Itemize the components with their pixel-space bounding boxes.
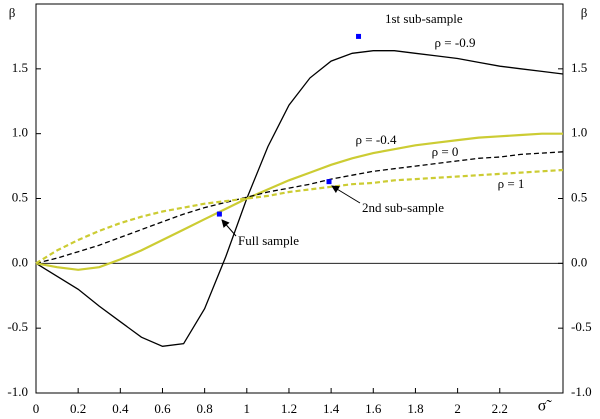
y-tick-label: -0.5 (7, 319, 28, 334)
x-tick-label: 0.2 (70, 401, 86, 416)
plot-frame (35, 3, 564, 394)
y-tick-label: 0.5 (12, 189, 28, 204)
point-arrow (331, 185, 361, 204)
y-tick-label-right: -1.0 (571, 384, 592, 399)
y-tick-label: 1.0 (12, 125, 28, 140)
x-tick-label: 0 (33, 401, 40, 416)
y-tick-label-right: 1.0 (571, 125, 587, 140)
y-tick-label: 0.0 (12, 254, 28, 269)
y-tick-label: 1.5 (12, 60, 28, 75)
point-label: 1st sub-sample (385, 11, 463, 26)
x-tick-label: 0.4 (112, 401, 129, 416)
y-tick-label-right: 0.0 (571, 254, 587, 269)
point-arrow (221, 219, 237, 237)
x-tick-label: 2 (454, 401, 461, 416)
y-axis-label: β (9, 5, 16, 20)
y-tick-label: -1.0 (7, 384, 28, 399)
series-label: ρ = -0.4 (356, 132, 397, 147)
y-tick-label-right: -0.5 (571, 319, 592, 334)
series-line (35, 50, 564, 347)
y-axis-label-right: β (581, 5, 588, 20)
point-label: 2nd sub-sample (362, 200, 444, 215)
y-tick-label-right: 0.5 (571, 189, 587, 204)
x-tick-label: 2.2 (492, 401, 508, 416)
point-marker (326, 179, 332, 185)
x-tick-label: 1.2 (281, 401, 297, 416)
x-tick-label: 1.8 (407, 401, 423, 416)
series-line (35, 168, 564, 265)
series-line (35, 151, 564, 264)
x-tick-label: 0.6 (154, 401, 171, 416)
x-tick-label: 1 (244, 401, 251, 416)
point-marker (356, 33, 362, 39)
series-label: ρ = 1 (498, 176, 525, 191)
series-label: ρ = -0.9 (435, 35, 476, 50)
y-tick-label-right: 1.5 (571, 60, 587, 75)
x-tick-label: 1.6 (365, 401, 382, 416)
x-tick-label: 0.8 (197, 401, 213, 416)
point-label: Full sample (238, 233, 299, 248)
series-label: ρ = 0 (432, 144, 459, 159)
x-tick-label: 1.4 (323, 401, 340, 416)
point-marker (216, 211, 222, 217)
x-axis-label: σ̃ (538, 398, 553, 415)
series-line (35, 132, 563, 271)
